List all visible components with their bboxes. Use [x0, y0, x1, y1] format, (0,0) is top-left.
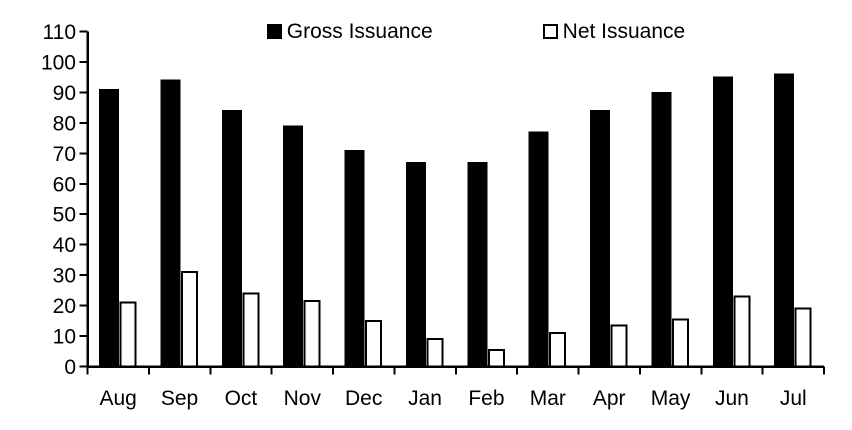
x-category-label-may: May — [651, 387, 691, 410]
legend-label-gross-issuance: Gross Issuance — [286, 20, 433, 43]
x-category-label-dec: Dec — [345, 387, 382, 410]
y-tick-label-0: 0 — [64, 356, 76, 379]
y-tick-label-50: 50 — [53, 204, 76, 227]
bar-net-jun — [733, 295, 751, 368]
x-category-label-apr: Apr — [593, 387, 626, 410]
bar-net-sep — [180, 271, 198, 368]
y-tick-label-80: 80 — [53, 112, 76, 135]
y-tick-label-110: 110 — [43, 21, 76, 44]
net-issuance-swatch-icon — [542, 24, 558, 39]
chart-legend: Gross Issuance Net Issuance — [108, 21, 844, 42]
bar-net-jul — [794, 307, 812, 368]
bar-net-apr — [610, 324, 628, 368]
x-category-label-mar: Mar — [530, 387, 566, 410]
bar-gross-jul — [774, 73, 795, 368]
bar-gross-apr — [590, 110, 610, 367]
bar-gross-may — [651, 91, 672, 367]
bar-gross-aug — [99, 88, 119, 367]
bar-net-feb — [487, 348, 505, 368]
x-category-label-feb: Feb — [468, 387, 504, 410]
bar-gross-nov — [283, 125, 304, 367]
bar-gross-dec — [344, 149, 365, 367]
legend-label-net-issuance: Net Issuance — [562, 20, 686, 43]
bar-gross-mar — [528, 131, 549, 367]
bar-gross-jan — [405, 161, 426, 367]
bar-net-dec — [365, 319, 382, 368]
legend-item-gross-issuance: Gross Issuance — [266, 20, 433, 43]
bar-net-nov — [303, 300, 321, 368]
y-tick-label-70: 70 — [53, 143, 76, 166]
x-category-label-nov: Nov — [284, 387, 322, 410]
x-category-label-sep: Sep — [161, 387, 198, 410]
bar-gross-oct — [221, 110, 242, 367]
bar-gross-sep — [160, 79, 181, 368]
bar-net-mar — [549, 332, 567, 368]
x-category-label-jan: Jan — [408, 387, 442, 410]
bar-gross-jun — [712, 76, 733, 367]
x-category-label-aug: Aug — [100, 387, 137, 410]
x-category-label-jul: Jul — [780, 387, 807, 410]
y-tick-label-60: 60 — [53, 173, 76, 196]
bar-net-jan — [426, 338, 444, 368]
y-tick-label-100: 100 — [41, 51, 76, 74]
y-tick-label-40: 40 — [53, 234, 76, 257]
x-category-label-oct: Oct — [225, 387, 258, 410]
bar-net-may — [671, 318, 689, 368]
gross-issuance-swatch-icon — [266, 24, 282, 39]
x-category-label-jun: Jun — [715, 387, 749, 410]
legend-item-net-issuance: Net Issuance — [542, 20, 686, 43]
bar-gross-feb — [467, 161, 488, 367]
bar-net-aug — [119, 301, 137, 368]
y-tick-label-90: 90 — [53, 82, 76, 105]
y-tick-label-30: 30 — [53, 265, 76, 288]
y-tick-label-10: 10 — [53, 326, 76, 349]
y-tick-label-20: 20 — [53, 295, 76, 318]
bar-net-oct — [242, 292, 260, 368]
